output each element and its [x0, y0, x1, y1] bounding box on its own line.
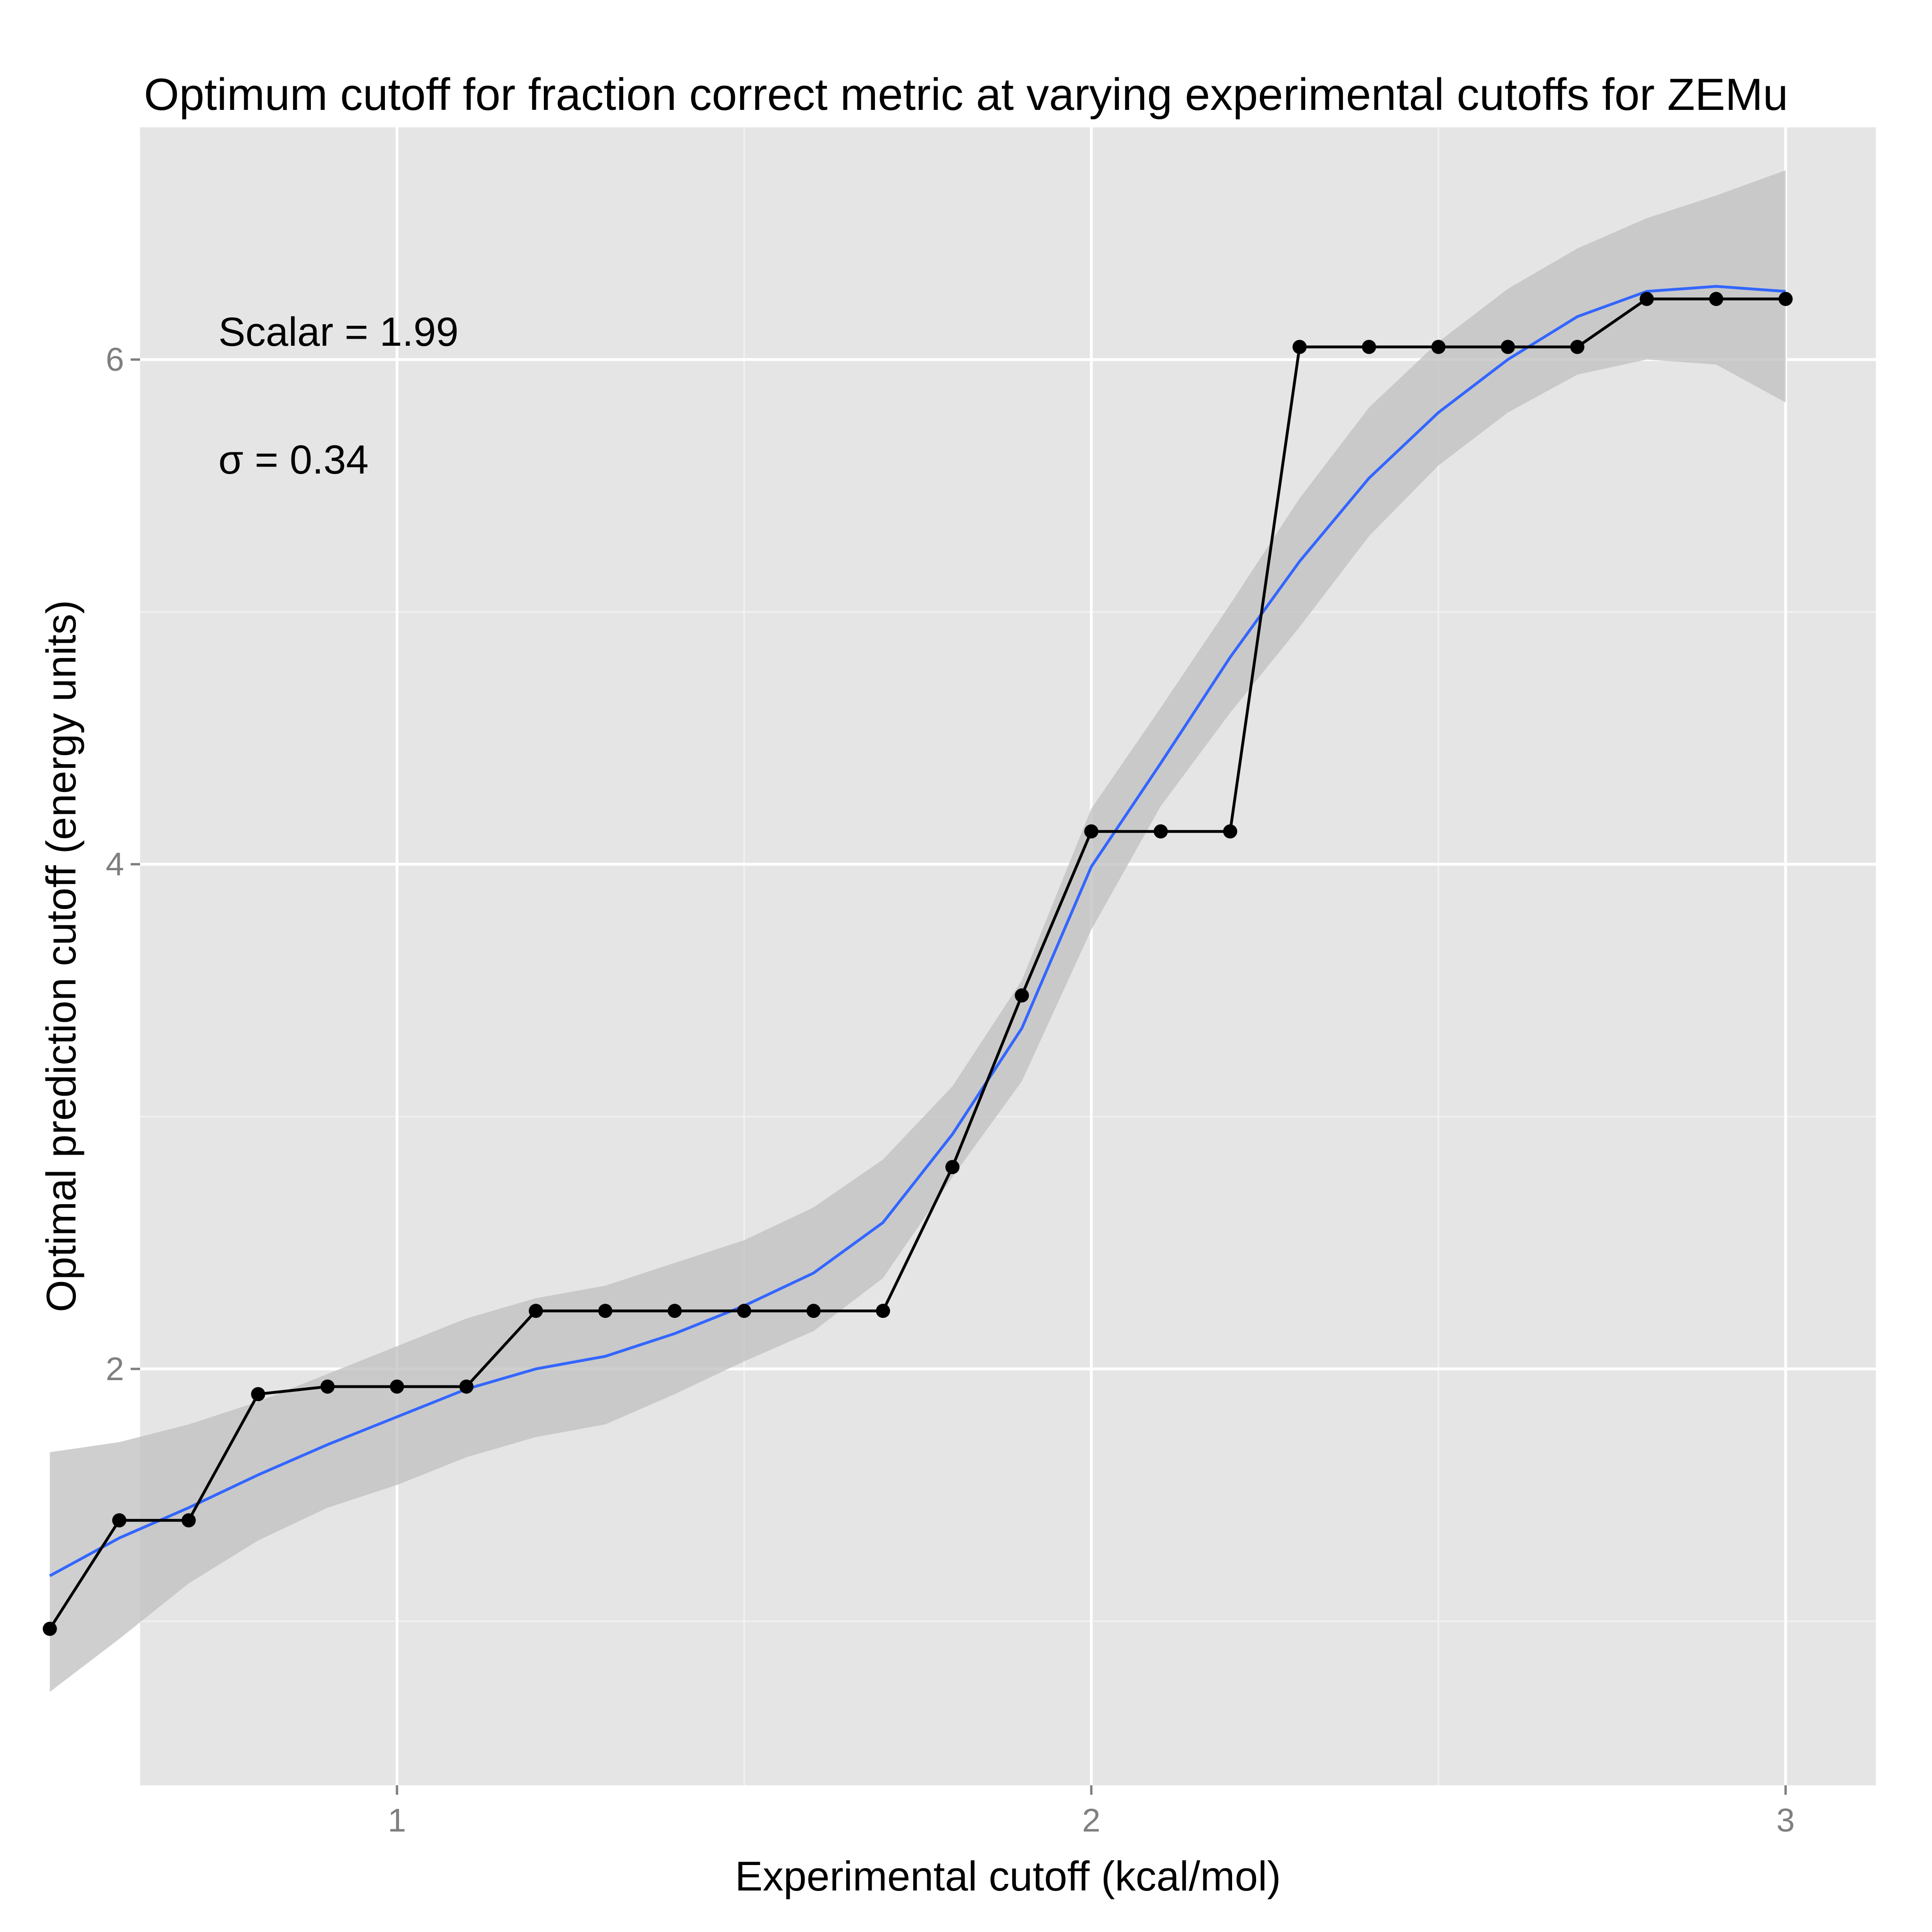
- data-point: [1640, 291, 1654, 306]
- x-tick-label: 1: [388, 1802, 406, 1839]
- series-line: [49, 297, 1786, 1630]
- y-tick-label: 2: [106, 1350, 124, 1387]
- data-point: [1778, 291, 1793, 306]
- data-point: [42, 1622, 57, 1636]
- data-point: [806, 1304, 821, 1318]
- y-axis-title: Optimal prediction cutoff (energy units): [38, 600, 84, 1312]
- x-tick-label: 3: [1776, 1802, 1795, 1839]
- data-point: [1153, 824, 1168, 839]
- data-point: [251, 1387, 266, 1401]
- data-point: [529, 1304, 543, 1318]
- data-point: [459, 1379, 474, 1394]
- data-point: [1570, 340, 1585, 354]
- data-point: [1431, 340, 1446, 354]
- data-point: [1223, 824, 1238, 839]
- data-point: [1084, 824, 1099, 839]
- x-tick-label: 2: [1082, 1802, 1100, 1839]
- data-point: [1292, 340, 1307, 354]
- data-point: [112, 1513, 126, 1528]
- series-layer: [42, 291, 1793, 1636]
- confidence-band-layer: [50, 170, 1786, 1692]
- data-point: [1362, 340, 1376, 354]
- data-point: [182, 1513, 196, 1528]
- data-point: [1015, 988, 1029, 1003]
- confidence-band: [50, 170, 1786, 1692]
- y-tick-label: 6: [106, 341, 124, 378]
- x-axis-title: Experimental cutoff (kcal/mol): [735, 1853, 1281, 1899]
- data-point: [737, 1304, 751, 1318]
- data-point: [667, 1304, 682, 1318]
- data-point: [945, 1160, 960, 1174]
- smooth-fit-layer: [49, 285, 1786, 1577]
- y-tick-label: 4: [106, 846, 124, 883]
- data-point: [1500, 340, 1515, 354]
- annotation-scalar: Scalar = 1.99: [218, 309, 458, 355]
- chart-title: Optimum cutoff for fraction correct metr…: [144, 69, 1788, 120]
- axis-layer: 1 2 3 2 4 6: [106, 341, 1795, 1839]
- smooth-fit-line: [49, 285, 1786, 1577]
- data-point: [1709, 291, 1724, 306]
- data-point: [598, 1304, 613, 1318]
- data-point: [390, 1379, 404, 1394]
- annotation-sigma: σ = 0.34: [218, 437, 368, 483]
- plot-panel: [140, 127, 1876, 1785]
- data-point: [320, 1379, 335, 1394]
- data-point: [876, 1304, 891, 1318]
